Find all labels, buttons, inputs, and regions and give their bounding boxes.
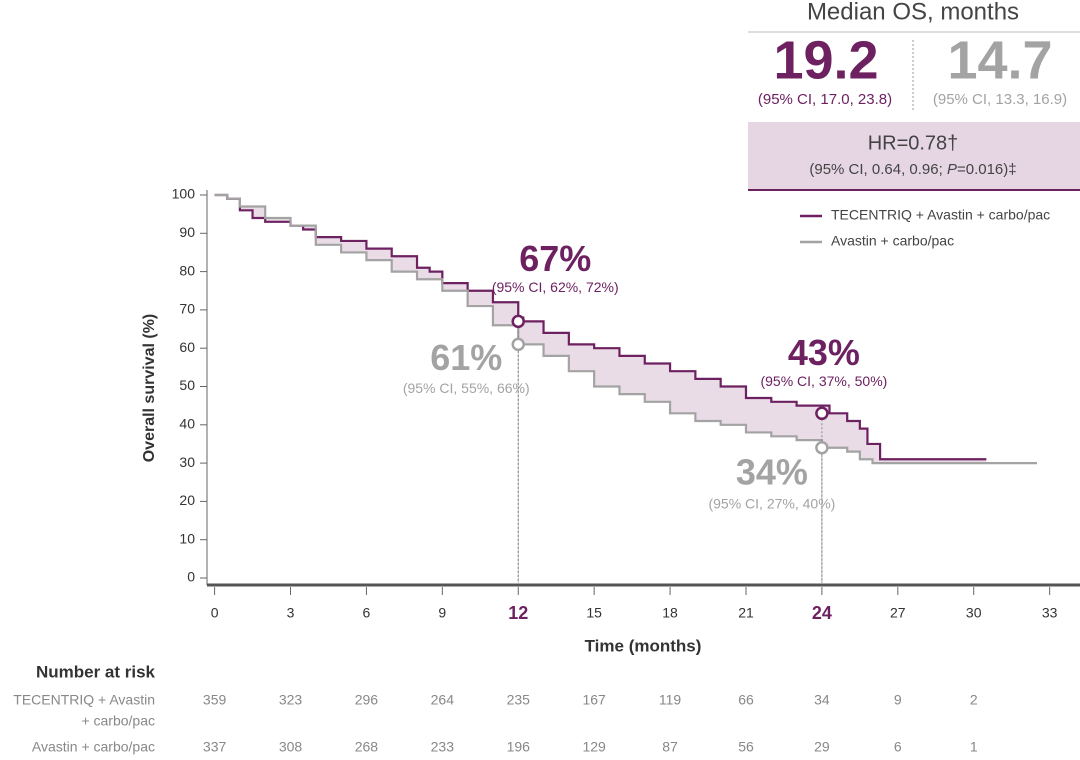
point-ci: (95% CI, 27%, 40%): [708, 495, 835, 511]
median-value: 14.7: [947, 30, 1052, 90]
x-tick-label: 21: [738, 605, 754, 621]
risk-value: 308: [279, 739, 303, 755]
x-axis-title: Time (months): [585, 636, 702, 655]
y-tick-label: 10: [179, 530, 195, 546]
risk-value: 323: [279, 692, 303, 708]
hr: HR=0.78†: [868, 132, 959, 154]
risk-row-label: Avastin + carbo/pac: [32, 739, 155, 755]
point-label: 67%: [519, 238, 591, 279]
x-tick-label: 6: [363, 605, 371, 621]
median-ci: (95% CI, 17.0, 23.8): [758, 91, 892, 108]
hr-box: [748, 122, 1080, 190]
point-marker: [511, 337, 525, 352]
hr-ci: (95% CI, 0.64, 0.96; P=0.016)‡: [809, 161, 1016, 178]
point-label: 61%: [430, 337, 502, 378]
risk-value: 9: [894, 692, 902, 708]
x-tick-label: 30: [966, 605, 982, 621]
risk-value: 235: [507, 692, 531, 708]
risk-value: 1: [970, 739, 978, 755]
risk-row-label: TECENTRIQ + Avastin: [13, 692, 155, 708]
x-tick-label: 27: [890, 605, 906, 621]
risk-value: 6: [894, 739, 902, 755]
hr-ci-part: (95% CI, 0.64, 0.96;: [809, 161, 947, 178]
y-tick-label: 50: [179, 377, 195, 393]
point-marker: [511, 314, 525, 329]
point-marker: [815, 441, 829, 455]
point-marker: [815, 406, 829, 421]
y-tick-label: 20: [179, 492, 195, 508]
risk-value: 264: [431, 692, 455, 708]
y-tick-label: 30: [179, 454, 195, 470]
point-ci: (95% CI, 62%, 72%): [492, 279, 619, 295]
risk-value: 56: [738, 739, 754, 755]
median-ci: (95% CI, 13.3, 16.9): [933, 91, 1067, 108]
risk-value: 129: [582, 739, 606, 755]
y-tick-label: 60: [179, 339, 195, 355]
hr-ci-part: P: [947, 161, 957, 178]
x-tick-label: 33: [1042, 605, 1058, 621]
risk-value: 66: [738, 692, 754, 708]
x-tick-label: 0: [211, 605, 219, 621]
point-ci: (95% CI, 37%, 50%): [760, 373, 887, 389]
legend-label: Avastin + carbo/pac: [831, 233, 954, 249]
y-tick-label: 100: [172, 186, 196, 202]
risk-value: 119: [659, 692, 682, 708]
point-ci: (95% CI, 55%, 66%): [403, 380, 530, 396]
median-title: Median OS, months: [807, 0, 1019, 25]
y-tick-label: 70: [179, 301, 195, 317]
x-tick-label: 12: [508, 603, 528, 623]
survival-curve: [214, 193, 1037, 465]
legend-label: TECENTRIQ + Avastin + carbo/pac: [831, 207, 1050, 223]
risk-value: 2: [970, 692, 978, 708]
x-tick-label: 24: [812, 603, 832, 623]
risk-value: 337: [203, 739, 227, 755]
median-value: 19.2: [773, 30, 878, 90]
y-tick-label: 40: [179, 416, 195, 432]
x-tick-label: 9: [438, 605, 446, 621]
risk-value: 233: [431, 739, 455, 755]
risk-value: 196: [507, 739, 531, 755]
y-tick-label: 0: [187, 569, 195, 585]
risk-value: 296: [355, 692, 379, 708]
x-tick-label: 15: [586, 605, 602, 621]
risk-value: 87: [662, 739, 678, 755]
risk-value: 167: [582, 692, 606, 708]
point-label: 43%: [788, 332, 860, 373]
risk-value: 34: [814, 692, 830, 708]
hr-ci-part: =0.016)‡: [957, 161, 1017, 178]
risk-value: 29: [814, 739, 830, 755]
x-tick-label: 18: [662, 605, 678, 621]
point-label: 34%: [736, 451, 808, 492]
risk-title: Number at risk: [36, 662, 156, 681]
risk-value: 268: [355, 739, 379, 755]
y-tick-label: 90: [179, 224, 195, 240]
x-tick-label: 3: [287, 605, 295, 621]
risk-value: 359: [203, 692, 227, 708]
risk-row-label: + carbo/pac: [81, 713, 155, 729]
difference-area: [214, 195, 987, 464]
y-tick-label: 80: [179, 262, 195, 278]
y-axis-title: Overall survival (%): [141, 314, 158, 463]
